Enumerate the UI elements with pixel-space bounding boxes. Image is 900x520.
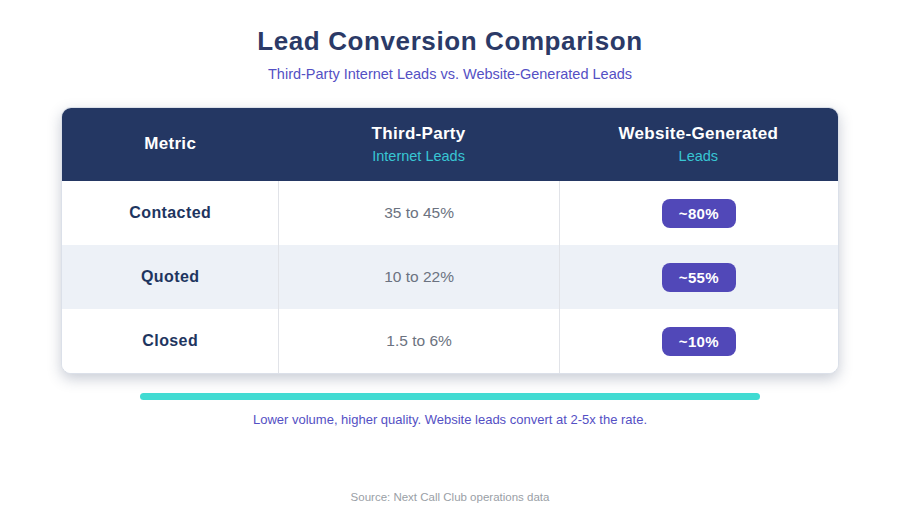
infographic-canvas: Lead Conversion Comparison Third-Party I… (0, 0, 900, 520)
column-header-title: Website-Generated (619, 124, 779, 144)
third-party-cell: 35 to 45% (278, 181, 558, 245)
comparison-table: Metric Third-Party Internet Leads Websit… (61, 107, 839, 374)
table-row-quoted: Quoted 10 to 22% ~55% (62, 245, 838, 309)
column-header-title: Third-Party (372, 124, 466, 144)
range-value: 35 to 45% (384, 204, 454, 222)
column-header-website-generated: Website-Generated Leads (559, 108, 838, 181)
metric-label: Contacted (129, 204, 211, 222)
column-header-metric: Metric (62, 108, 278, 181)
metric-cell: Closed (62, 309, 278, 373)
website-cell: ~10% (559, 309, 838, 373)
third-party-cell: 1.5 to 6% (278, 309, 558, 373)
metric-label: Closed (142, 332, 198, 350)
table-row-closed: Closed 1.5 to 6% ~10% (62, 309, 838, 373)
website-cell: ~55% (559, 245, 838, 309)
range-value: 1.5 to 6% (386, 332, 452, 350)
accent-divider (140, 393, 760, 400)
value-badge: ~80% (662, 199, 736, 228)
website-cell: ~80% (559, 181, 838, 245)
column-header-subtitle: Leads (679, 148, 719, 165)
value-badge: ~10% (662, 327, 736, 356)
range-value: 10 to 22% (384, 268, 454, 286)
source-attribution: Source: Next Call Club operations data (0, 491, 900, 503)
third-party-cell: 10 to 22% (278, 245, 558, 309)
column-header-title: Metric (144, 134, 196, 154)
metric-label: Quoted (141, 268, 199, 286)
metric-cell: Quoted (62, 245, 278, 309)
page-subtitle: Third-Party Internet Leads vs. Website-G… (0, 66, 900, 82)
page-title: Lead Conversion Comparison (0, 26, 900, 57)
table-header-row: Metric Third-Party Internet Leads Websit… (62, 108, 838, 181)
column-header-subtitle: Internet Leads (372, 148, 465, 165)
column-header-third-party: Third-Party Internet Leads (278, 108, 558, 181)
footnote: Lower volume, higher quality. Website le… (0, 412, 900, 427)
value-badge: ~55% (662, 263, 736, 292)
table-row-contacted: Contacted 35 to 45% ~80% (62, 181, 838, 245)
metric-cell: Contacted (62, 181, 278, 245)
